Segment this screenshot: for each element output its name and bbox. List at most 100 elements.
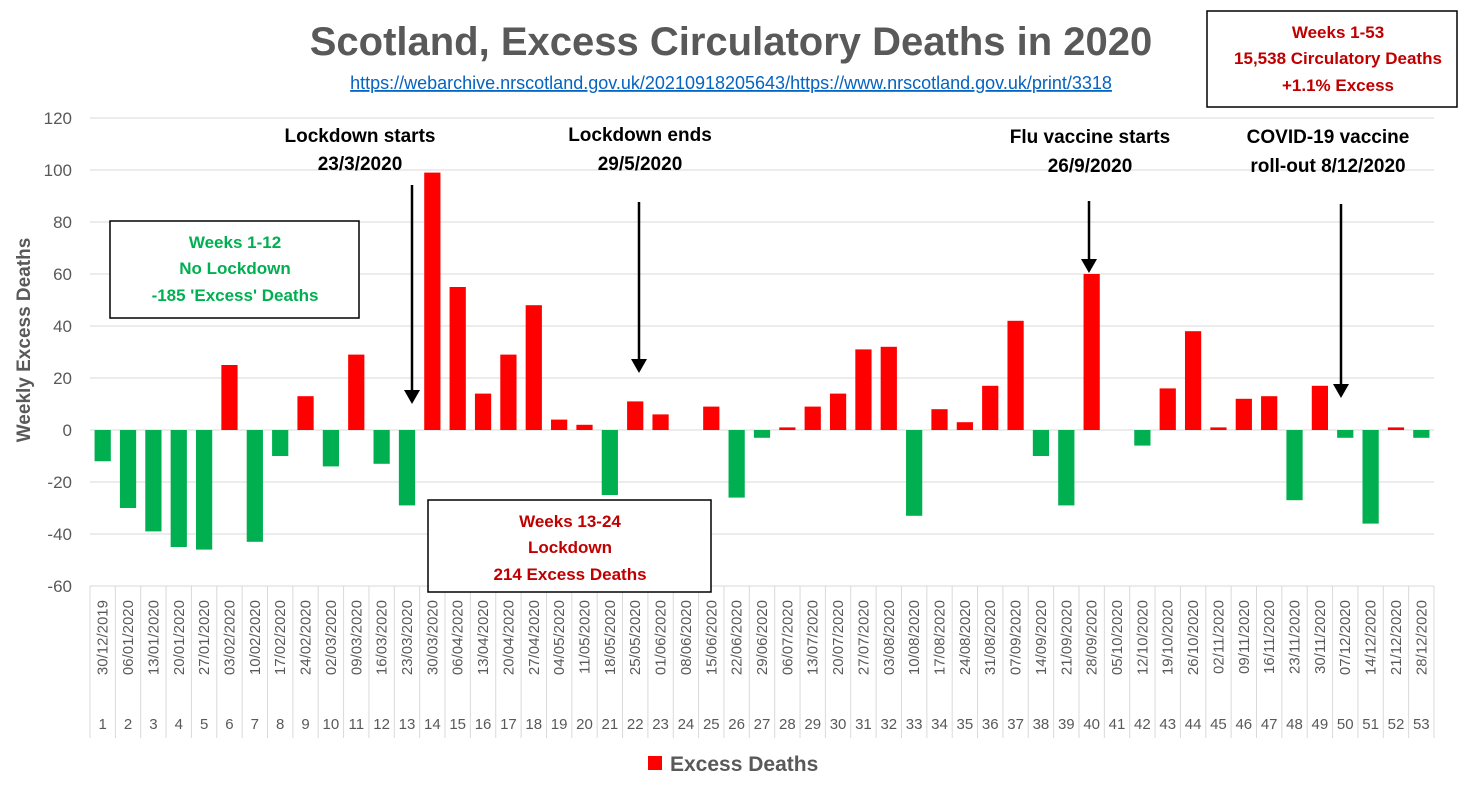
week-number-label: 8: [276, 716, 284, 733]
week-number-label: 5: [200, 716, 208, 733]
bar-week-22: [627, 401, 644, 430]
week-number-label: 45: [1210, 716, 1227, 733]
x-tick-label: 14/09/2020: [1033, 600, 1050, 675]
bar-week-15: [449, 287, 466, 430]
bar-week-7: [246, 430, 263, 542]
week-number-label: 42: [1134, 716, 1151, 733]
bar-week-52: [1387, 427, 1405, 430]
x-tick-label: 05/10/2020: [1109, 600, 1126, 675]
week-number-label: 50: [1337, 716, 1354, 733]
bar-week-33: [906, 430, 923, 516]
y-tick-label: 60: [53, 265, 72, 284]
info-box-text: Lockdown: [528, 538, 612, 557]
bar-week-47: [1261, 396, 1278, 430]
bar-week-19: [551, 419, 568, 430]
bar-week-20: [576, 424, 593, 430]
week-number-label: 27: [754, 716, 771, 733]
bar-week-32: [880, 346, 897, 430]
week-number-label: 22: [627, 716, 644, 733]
x-tick-label: 31/08/2020: [982, 600, 999, 675]
week-number-label: 46: [1235, 716, 1252, 733]
x-tick-label: 26/10/2020: [1185, 600, 1202, 675]
x-tick-label: 11/05/2020: [576, 600, 593, 674]
x-tick-label: 20/07/2020: [830, 600, 847, 675]
week-number-label: 4: [175, 716, 183, 733]
x-tick-label: 17/08/2020: [932, 600, 949, 675]
info-box: [427, 499, 712, 593]
week-number-label: 19: [551, 716, 568, 733]
x-tick-label: 20/04/2020: [500, 600, 517, 675]
week-number-label: 2: [124, 716, 132, 733]
x-tick-label: 08/06/2020: [678, 600, 695, 675]
bar-week-21: [601, 430, 618, 495]
week-number-label: 49: [1312, 716, 1329, 733]
x-tick-label: 27/04/2020: [526, 600, 543, 675]
x-tick-label: 27/07/2020: [855, 600, 872, 675]
week-number-label: 34: [931, 716, 948, 733]
week-number-label: 16: [475, 716, 492, 733]
annotation-arrow-head: [1333, 384, 1349, 398]
week-number-label: 39: [1058, 716, 1075, 733]
x-tick-label: 02/11/2020: [1210, 600, 1227, 674]
x-tick-label: 21/09/2020: [1058, 600, 1075, 675]
info-box-text: Weeks 1-53: [1292, 23, 1384, 42]
annotation-arrow-head: [1081, 259, 1097, 273]
week-number-label: 10: [323, 716, 340, 733]
week-number-label: 44: [1185, 716, 1202, 733]
bar-week-18: [525, 305, 542, 430]
week-number-label: 48: [1286, 716, 1303, 733]
bar-week-8: [272, 430, 289, 456]
x-tick-label: 12/10/2020: [1134, 600, 1151, 675]
week-number-label: 30: [830, 716, 847, 733]
x-tick-label: 10/08/2020: [906, 600, 923, 675]
x-tick-label: 30/11/2020: [1312, 600, 1329, 674]
week-number-label: 52: [1388, 716, 1405, 733]
week-number-label: 6: [225, 716, 233, 733]
y-tick-label: -60: [47, 577, 72, 596]
week-number-label: 37: [1007, 716, 1024, 733]
bar-week-29: [804, 406, 821, 430]
week-number-label: 9: [301, 716, 309, 733]
x-tick-label: 04/05/2020: [551, 600, 568, 675]
bar-week-2: [119, 430, 137, 508]
y-tick-label: 120: [44, 109, 72, 128]
info-box-text: 15,538 Circulatory Deaths: [1234, 49, 1442, 68]
week-number-label: 38: [1033, 716, 1050, 733]
bar-week-51: [1362, 430, 1379, 524]
bar-week-5: [195, 430, 213, 550]
x-tick-label: 03/02/2020: [221, 600, 238, 675]
bar-week-25: [703, 406, 720, 430]
bar-week-13: [398, 430, 416, 506]
bar-week-23: [652, 414, 669, 430]
bar-week-17: [500, 354, 517, 430]
annotation-text: COVID-19 vaccine: [1247, 127, 1410, 148]
y-tick-label: 20: [53, 369, 72, 388]
x-tick-label: 24/08/2020: [957, 600, 974, 675]
week-number-label: 20: [576, 716, 593, 733]
x-tick-label: 13/07/2020: [805, 600, 822, 675]
x-tick-label: 19/10/2020: [1160, 600, 1177, 675]
bar-week-4: [170, 430, 187, 547]
week-number-label: 3: [149, 716, 157, 733]
week-number-label: 51: [1362, 716, 1379, 733]
x-tick-label: 27/01/2020: [196, 600, 213, 675]
legend: Excess Deaths: [648, 753, 818, 776]
week-number-label: 31: [855, 716, 872, 733]
x-tick-label: 28/09/2020: [1084, 600, 1101, 675]
source-link[interactable]: https://webarchive.nrscotland.gov.uk/202…: [350, 73, 1112, 93]
x-tick-label: 28/12/2020: [1413, 600, 1430, 675]
week-number-label: 11: [348, 716, 364, 733]
bar-week-50: [1337, 430, 1354, 438]
bar-week-46: [1235, 398, 1252, 430]
x-tick-label: 21/12/2020: [1388, 600, 1405, 675]
week-number-label: 7: [251, 716, 259, 733]
bar-week-30: [829, 393, 847, 430]
x-tick-label: 16/11/2020: [1261, 600, 1278, 674]
week-number-label: 15: [449, 716, 466, 733]
week-number-label: 13: [399, 716, 416, 733]
info-boxes: Weeks 1-12 No Lockdown -185 'Excess' Death…: [109, 10, 1458, 593]
x-tick-label: 17/02/2020: [272, 600, 289, 675]
info-box: [109, 220, 360, 319]
bar-week-40: [1083, 274, 1100, 430]
